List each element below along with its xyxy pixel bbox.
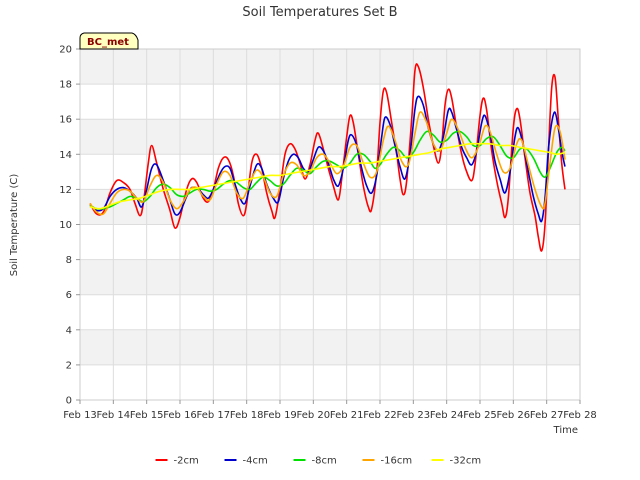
x-tick-label: Feb 18 [230,410,264,421]
x-tick-label: Feb 19 [263,410,297,421]
y-axis-label: Soil Temperature (C) [9,174,20,277]
x-tick-label: Feb 15 [130,410,164,421]
plot-band [80,119,580,155]
plot-band [80,364,580,400]
y-tick-label: 8 [66,255,72,266]
y-tick-label: 4 [66,325,72,336]
y-tick-label: 6 [66,290,72,301]
legend-label: -8cm [312,456,337,467]
plot-band [80,84,580,120]
y-axis-ticks: 0 2 4 6 8 10 12 14 16 18 20 [59,45,80,407]
y-tick-label: 18 [59,80,72,91]
station-badge-label: BC_met [87,37,129,48]
plot-band [80,224,580,260]
legend-item: -16cm [362,456,413,467]
x-tick-label: Feb 27 [530,410,564,421]
legend-label: -2cm [174,456,199,467]
series-lines [89,63,566,252]
plot-background [80,49,580,400]
legend: -2cm -4cm -8cm -16cm -32cm [155,456,482,467]
y-tick-label: 2 [66,360,72,371]
legend-item: -32cm [431,456,482,467]
x-axis-label: Time [553,425,578,436]
x-tick-label: Feb 16 [163,410,197,421]
series-line-16cmcm [89,111,566,216]
series-line-8cmcm [89,130,566,210]
plot-band [80,189,580,225]
x-tick-label: Feb 14 [97,410,131,421]
x-tick-label: Feb 24 [430,410,464,421]
x-tick-label: Feb 17 [197,410,231,421]
legend-label: -4cm [243,456,268,467]
plot-band [80,329,580,365]
series-line-2cmcm [89,63,566,252]
y-tick-label: 10 [59,220,72,231]
y-tick-label: 0 [66,396,72,407]
y-tick-label: 20 [59,45,72,56]
y-tick-label: 16 [59,115,72,126]
y-tick-label: 14 [59,150,72,161]
legend-item: -8cm [293,456,337,467]
plot-band [80,49,580,85]
legend-item: -4cm [224,456,268,467]
legend-item: -2cm [155,456,199,467]
plot-band [80,294,580,330]
x-tick-label: Feb 25 [463,410,497,421]
x-tick-label: Feb 22 [363,410,397,421]
x-tick-label: Feb 28 [563,410,597,421]
y-tick-label: 12 [59,185,72,196]
series-line-32cmcm [89,142,566,210]
x-tick-label: Feb 13 [63,410,97,421]
legend-label: -32cm [450,456,482,467]
x-tick-label: Feb 23 [397,410,431,421]
x-axis-ticks: Feb 13 Feb 14 Feb 15 Feb 16 Feb 17 Feb 18 Feb … [63,400,597,421]
x-tick-label: Feb 20 [297,410,331,421]
plot-band [80,259,580,295]
station-badge: BC_met [79,32,139,50]
legend-label: -16cm [381,456,413,467]
chart-title: Soil Temperatures Set B [242,5,397,20]
x-tick-label: Feb 21 [330,410,364,421]
x-tick-label: Feb 26 [497,410,531,421]
